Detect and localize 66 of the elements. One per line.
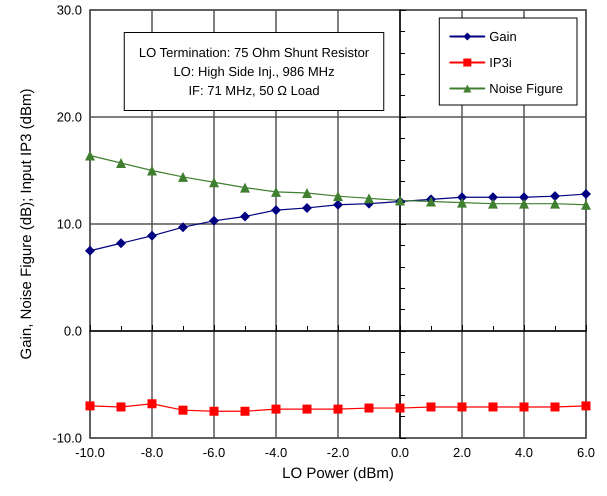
y-axis-title: Gain, Noise Figure (dB); Input IP3 (dBm) (18, 88, 35, 360)
point (272, 404, 280, 414)
point (85, 150, 95, 161)
y-tick-label: 30.0 (56, 2, 82, 18)
point (550, 402, 560, 412)
point (209, 177, 219, 188)
point (302, 202, 312, 213)
point (550, 191, 560, 202)
point (520, 402, 528, 412)
y-tick-label: 0.0 (64, 324, 82, 338)
x-tick-label: -8.0 (140, 445, 164, 460)
point (209, 216, 219, 226)
y-tick-label: 20.0 (56, 110, 82, 124)
point (178, 222, 188, 232)
point (147, 166, 157, 176)
point (86, 401, 94, 410)
y-tick-label: 10.0 (56, 216, 82, 232)
point (582, 401, 590, 410)
legend-label: IP3i (489, 55, 512, 70)
x-tick-label: 0.0 (390, 445, 410, 460)
y-tick-label: -10.0 (52, 430, 82, 446)
point (178, 172, 188, 182)
point (426, 402, 436, 412)
point (148, 399, 156, 408)
point (364, 404, 374, 413)
point (85, 246, 95, 256)
point (333, 200, 343, 210)
legend-label: Noise Figure (489, 81, 564, 96)
x-tick-label: -4.0 (264, 445, 288, 460)
point (271, 186, 281, 197)
point (457, 198, 467, 208)
point (364, 193, 374, 204)
point (333, 191, 343, 202)
point (147, 230, 157, 241)
point (116, 238, 126, 248)
point (581, 200, 591, 210)
point (458, 402, 466, 412)
annotation: IF: 71 MHz, 50 Ω Load (188, 83, 320, 98)
point (302, 404, 312, 414)
point (488, 198, 498, 209)
x-tick-label: -6.0 (202, 445, 226, 460)
x-tick-label: -2.0 (326, 445, 350, 460)
annotation: LO: High Side Inj., 986 MHz (173, 64, 335, 79)
point (240, 212, 250, 222)
point (550, 198, 560, 209)
point (240, 406, 250, 416)
point (116, 402, 126, 412)
x-tick-label: 4.0 (514, 445, 534, 460)
point (334, 404, 342, 414)
x-tick-label: 6.0 (576, 445, 596, 460)
point (581, 189, 591, 200)
annotation: LO Termination: 75 Ohm Shunt Resistor (138, 45, 370, 60)
point (240, 182, 250, 193)
point (426, 196, 436, 207)
legend-label: Gain (489, 29, 517, 44)
x-axis-title: LO Power (dBm) (282, 465, 394, 482)
x-tick-label: 2.0 (452, 445, 472, 460)
point (302, 188, 312, 198)
x-tick-label: -10.0 (75, 445, 105, 460)
point (271, 205, 281, 216)
point (178, 406, 188, 415)
point (488, 402, 498, 412)
point (519, 198, 529, 209)
point (116, 158, 126, 168)
point (210, 406, 218, 416)
point (396, 404, 404, 413)
